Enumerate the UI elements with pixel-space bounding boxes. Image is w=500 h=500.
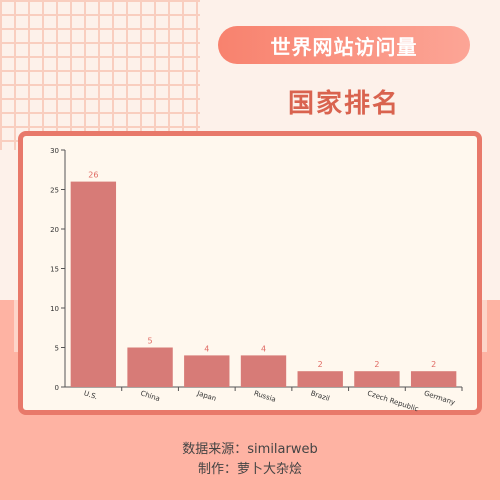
bar (410, 371, 457, 387)
bar (240, 355, 287, 387)
y-tick-label: 20 (50, 226, 59, 234)
bar (127, 347, 173, 387)
bar (297, 371, 343, 387)
x-tick-label: China (139, 389, 160, 403)
x-tick-label: Czech Republic (366, 389, 419, 413)
right-band-notch (481, 300, 487, 352)
data-label: 4 (261, 344, 266, 353)
data-label: 26 (88, 171, 98, 180)
data-label: 2 (318, 360, 323, 369)
data-label: 4 (204, 344, 209, 353)
data-source-text: 数据来源：similarweb (182, 442, 318, 457)
data-label: 2 (431, 360, 436, 369)
y-tick-label: 0 (55, 384, 59, 392)
left-band-notch (14, 300, 20, 352)
x-tick-label: Russia (253, 389, 277, 404)
page-title: 世界网站访问量 (218, 26, 470, 64)
y-tick-label: 15 (50, 266, 59, 274)
page-subtitle: 国家排名 (287, 88, 400, 119)
author-text: 制作：萝卜大杂烩 (197, 462, 302, 477)
data-label: 5 (148, 337, 153, 346)
x-tick-label: Germany (423, 389, 456, 407)
x-tick-label: U.S. (83, 389, 99, 401)
y-tick-label: 5 (55, 345, 59, 353)
x-tick-label: Brazil (310, 389, 331, 403)
data-label: 2 (374, 360, 379, 369)
y-tick-label: 30 (50, 147, 59, 155)
grid-decoration (0, 0, 200, 150)
x-tick-label: Japan (195, 389, 217, 403)
y-tick-label: 25 (50, 187, 59, 195)
bar (354, 371, 400, 387)
bar (70, 181, 117, 387)
bar (184, 355, 230, 387)
y-tick-label: 10 (50, 305, 59, 313)
